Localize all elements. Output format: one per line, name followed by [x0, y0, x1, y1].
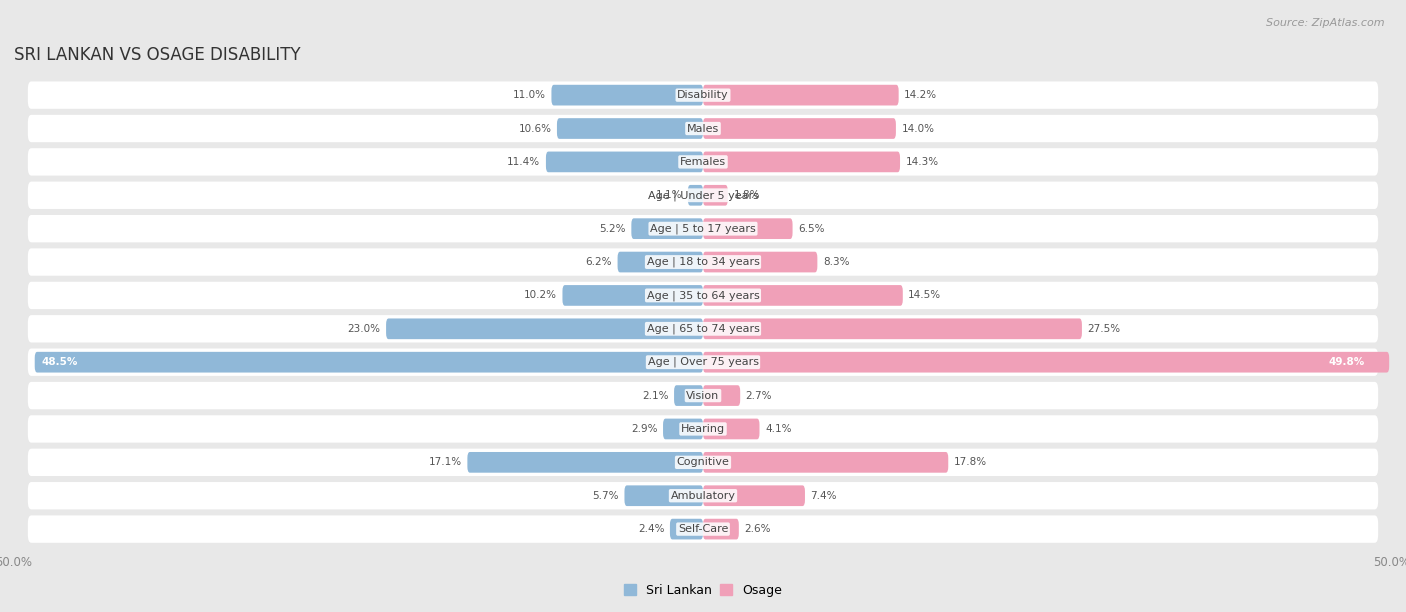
Text: Cognitive: Cognitive — [676, 457, 730, 468]
FancyBboxPatch shape — [28, 115, 1378, 142]
FancyBboxPatch shape — [617, 252, 703, 272]
Legend: Sri Lankan, Osage: Sri Lankan, Osage — [619, 579, 787, 602]
Text: 5.7%: 5.7% — [592, 491, 619, 501]
Text: Males: Males — [688, 124, 718, 133]
FancyBboxPatch shape — [669, 519, 703, 539]
Text: 17.1%: 17.1% — [429, 457, 461, 468]
FancyBboxPatch shape — [703, 519, 738, 539]
Text: 6.5%: 6.5% — [799, 223, 824, 234]
Text: Vision: Vision — [686, 390, 720, 401]
Text: 14.3%: 14.3% — [905, 157, 939, 167]
Text: 1.8%: 1.8% — [734, 190, 759, 200]
Text: Hearing: Hearing — [681, 424, 725, 434]
Text: 1.1%: 1.1% — [655, 190, 682, 200]
FancyBboxPatch shape — [28, 382, 1378, 409]
FancyBboxPatch shape — [703, 452, 948, 472]
FancyBboxPatch shape — [546, 152, 703, 172]
Text: SRI LANKAN VS OSAGE DISABILITY: SRI LANKAN VS OSAGE DISABILITY — [14, 45, 301, 64]
Text: 14.0%: 14.0% — [901, 124, 935, 133]
FancyBboxPatch shape — [28, 515, 1378, 543]
FancyBboxPatch shape — [467, 452, 703, 472]
Text: Source: ZipAtlas.com: Source: ZipAtlas.com — [1267, 18, 1385, 28]
Text: 11.4%: 11.4% — [508, 157, 540, 167]
Text: 17.8%: 17.8% — [953, 457, 987, 468]
FancyBboxPatch shape — [703, 252, 817, 272]
Text: 10.6%: 10.6% — [519, 124, 551, 133]
Text: 2.1%: 2.1% — [643, 390, 669, 401]
FancyBboxPatch shape — [624, 485, 703, 506]
FancyBboxPatch shape — [28, 148, 1378, 176]
Text: 2.6%: 2.6% — [744, 524, 770, 534]
Text: 5.2%: 5.2% — [599, 223, 626, 234]
FancyBboxPatch shape — [28, 416, 1378, 442]
Text: Age | 35 to 64 years: Age | 35 to 64 years — [647, 290, 759, 300]
FancyBboxPatch shape — [703, 85, 898, 105]
FancyBboxPatch shape — [35, 352, 703, 373]
FancyBboxPatch shape — [703, 118, 896, 139]
FancyBboxPatch shape — [703, 318, 1083, 339]
Text: Age | 18 to 34 years: Age | 18 to 34 years — [647, 257, 759, 267]
Text: 48.5%: 48.5% — [42, 357, 77, 367]
FancyBboxPatch shape — [28, 482, 1378, 509]
Text: 14.5%: 14.5% — [908, 291, 942, 300]
FancyBboxPatch shape — [28, 282, 1378, 309]
Text: Ambulatory: Ambulatory — [671, 491, 735, 501]
FancyBboxPatch shape — [28, 315, 1378, 343]
Text: 4.1%: 4.1% — [765, 424, 792, 434]
FancyBboxPatch shape — [631, 218, 703, 239]
Text: 2.9%: 2.9% — [631, 424, 658, 434]
FancyBboxPatch shape — [703, 419, 759, 439]
FancyBboxPatch shape — [551, 85, 703, 105]
Text: Age | Over 75 years: Age | Over 75 years — [648, 357, 758, 367]
FancyBboxPatch shape — [387, 318, 703, 339]
FancyBboxPatch shape — [688, 185, 703, 206]
FancyBboxPatch shape — [673, 385, 703, 406]
Text: 23.0%: 23.0% — [347, 324, 381, 334]
Text: Females: Females — [681, 157, 725, 167]
FancyBboxPatch shape — [703, 185, 728, 206]
Text: 6.2%: 6.2% — [585, 257, 612, 267]
FancyBboxPatch shape — [703, 218, 793, 239]
Text: 7.4%: 7.4% — [810, 491, 837, 501]
FancyBboxPatch shape — [703, 152, 900, 172]
FancyBboxPatch shape — [703, 385, 740, 406]
Text: Age | 65 to 74 years: Age | 65 to 74 years — [647, 324, 759, 334]
Text: 2.4%: 2.4% — [638, 524, 665, 534]
Text: 10.2%: 10.2% — [524, 291, 557, 300]
FancyBboxPatch shape — [28, 449, 1378, 476]
Text: 2.7%: 2.7% — [745, 390, 772, 401]
FancyBboxPatch shape — [28, 248, 1378, 276]
FancyBboxPatch shape — [557, 118, 703, 139]
Text: 8.3%: 8.3% — [823, 257, 849, 267]
FancyBboxPatch shape — [703, 352, 1389, 373]
Text: 11.0%: 11.0% — [513, 90, 546, 100]
Text: 27.5%: 27.5% — [1087, 324, 1121, 334]
FancyBboxPatch shape — [703, 285, 903, 306]
FancyBboxPatch shape — [664, 419, 703, 439]
FancyBboxPatch shape — [28, 81, 1378, 109]
Text: Disability: Disability — [678, 90, 728, 100]
FancyBboxPatch shape — [28, 215, 1378, 242]
Text: Self-Care: Self-Care — [678, 524, 728, 534]
Text: Age | 5 to 17 years: Age | 5 to 17 years — [650, 223, 756, 234]
FancyBboxPatch shape — [562, 285, 703, 306]
FancyBboxPatch shape — [28, 348, 1378, 376]
FancyBboxPatch shape — [28, 182, 1378, 209]
Text: 49.8%: 49.8% — [1329, 357, 1364, 367]
FancyBboxPatch shape — [703, 485, 806, 506]
Text: Age | Under 5 years: Age | Under 5 years — [648, 190, 758, 201]
Text: 14.2%: 14.2% — [904, 90, 938, 100]
